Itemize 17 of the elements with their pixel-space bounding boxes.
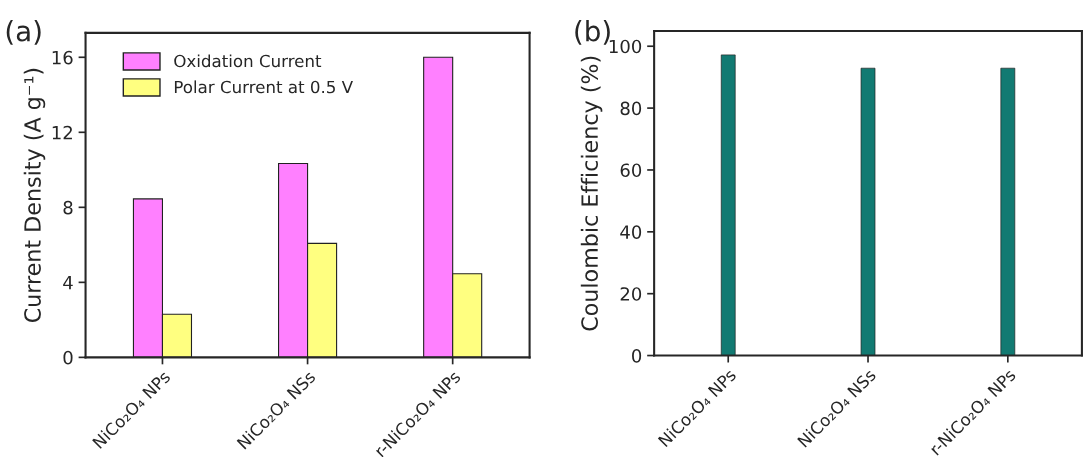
y-axis-title: Current Density (A g⁻¹)	[23, 68, 46, 323]
legend-label: Polar Current at 0.5 V	[174, 80, 353, 94]
y-tick-label: 0	[63, 350, 73, 365]
text: (a)	[6, 20, 41, 45]
y-tick-label: 20	[620, 287, 642, 301]
y-tick-label: 60	[620, 163, 642, 178]
text: (b)	[575, 20, 610, 45]
y-tick-label: 12	[52, 125, 72, 140]
y-tick-label: 100	[609, 39, 642, 54]
y-tick-label: 0	[632, 349, 642, 363]
y-tick-label: 80	[620, 101, 642, 116]
y-axis-title: Coulombic Efficiency (%)	[580, 56, 603, 331]
legend-label: Oxidation Current	[174, 54, 322, 68]
y-tick-label: 4	[63, 276, 73, 290]
y-tick-label: 8	[63, 200, 73, 215]
y-tick-label: 40	[620, 225, 642, 239]
y-tick-label: 16	[52, 50, 73, 65]
